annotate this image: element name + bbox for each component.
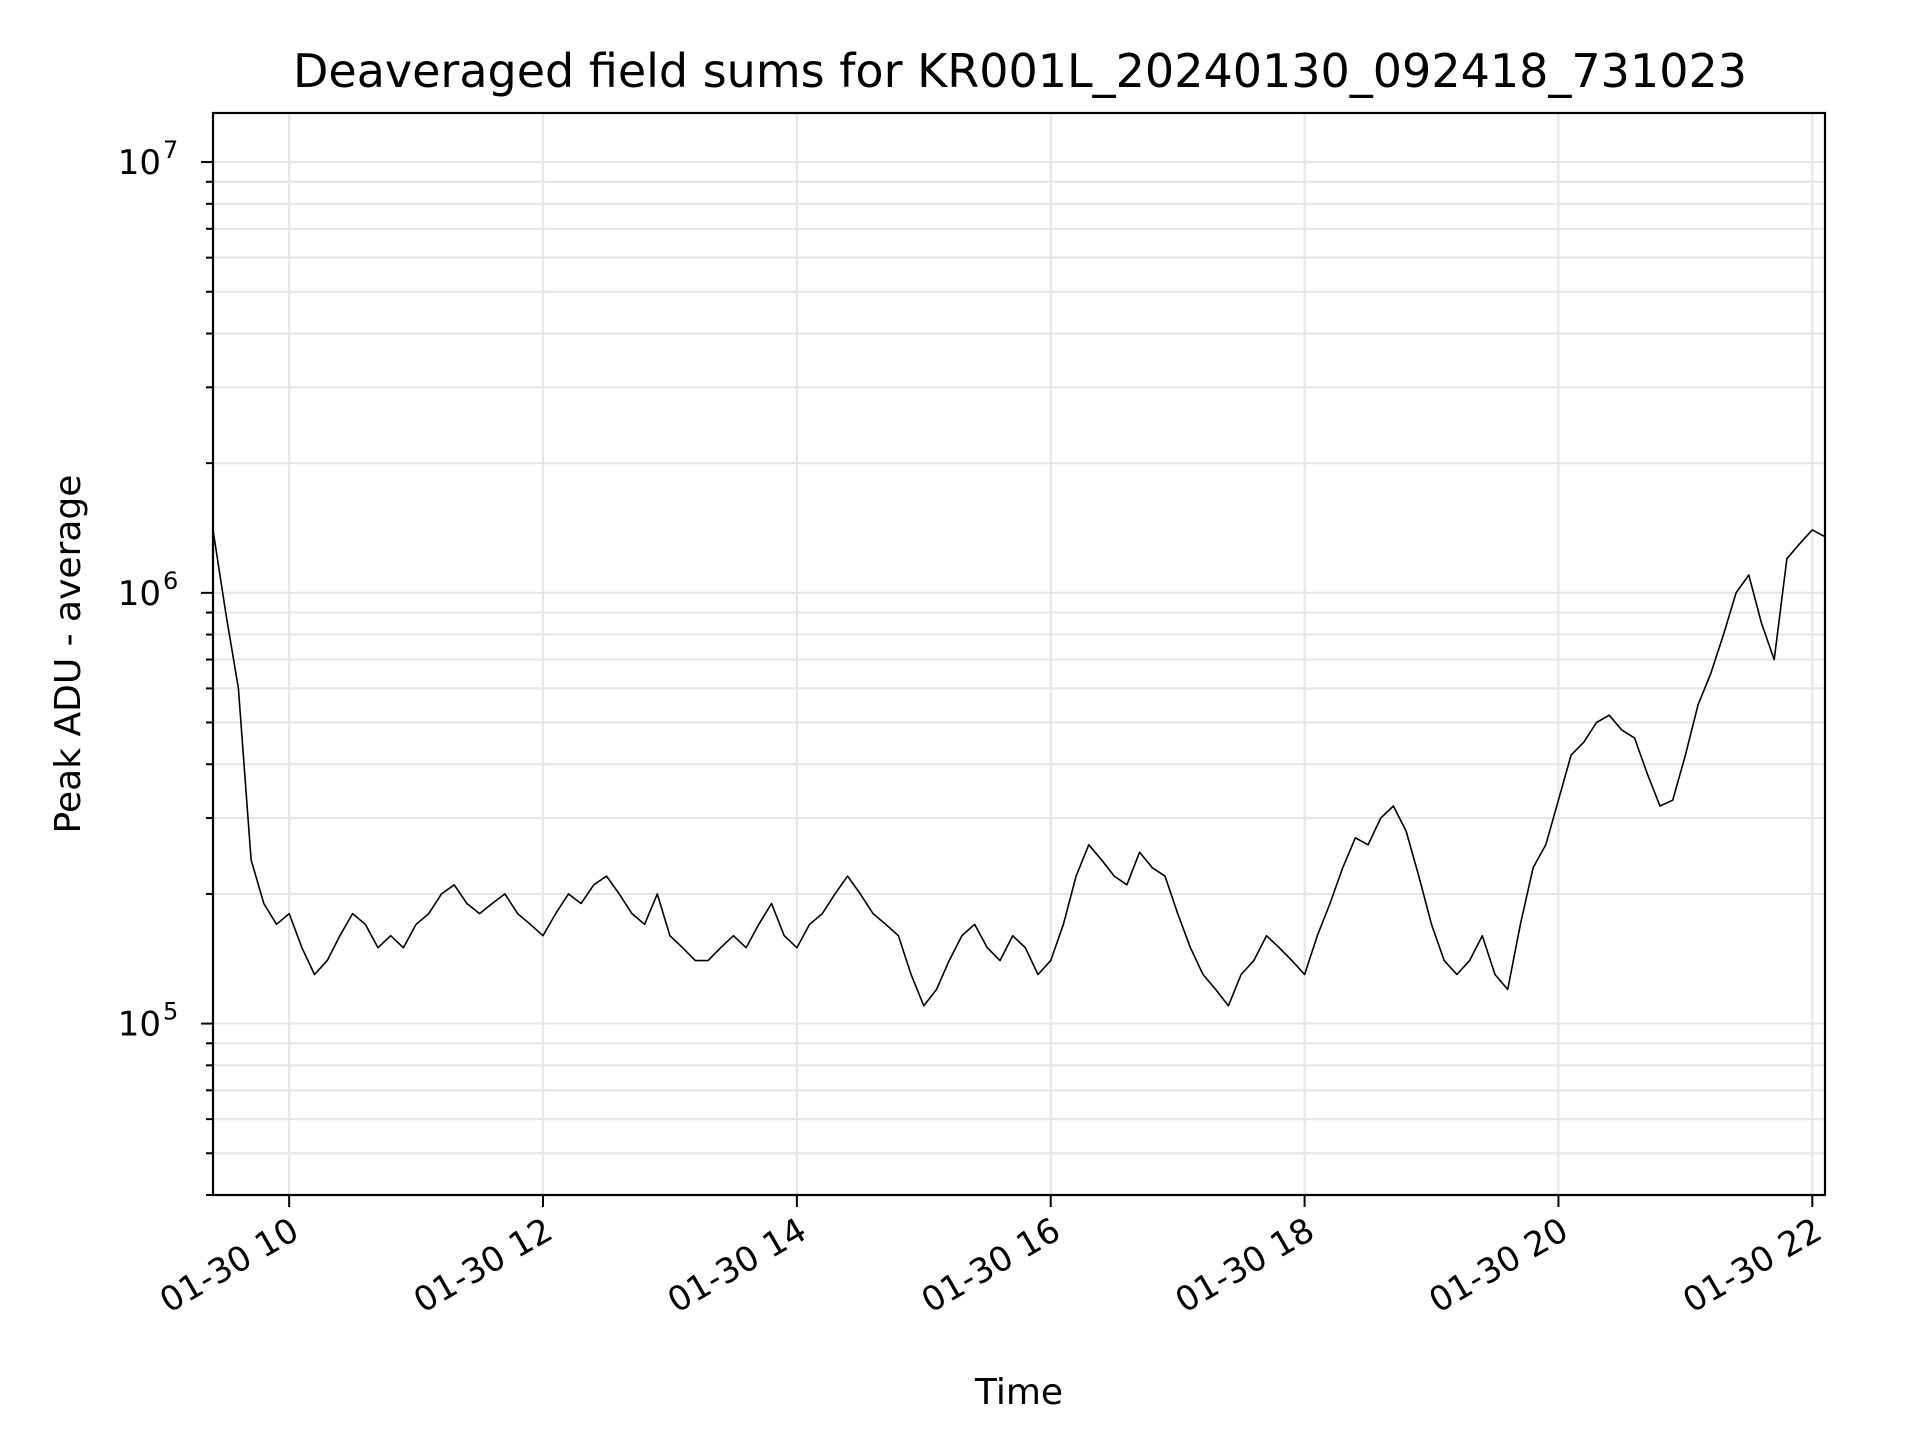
y-tick-exponent: 6 xyxy=(163,567,178,595)
y-tick-exponent: 7 xyxy=(163,136,178,164)
y-tick-label: 10 xyxy=(118,1005,161,1045)
y-tick-label: 10 xyxy=(118,143,161,183)
x-axis-label: Time xyxy=(974,1372,1063,1413)
grid-layer xyxy=(213,113,1825,1197)
chart-title: Deaveraged field sums for KR001L_2024013… xyxy=(293,44,1747,98)
y-tick-exponent: 5 xyxy=(163,998,178,1026)
data-series-layer xyxy=(212,529,1826,1007)
y-axis-label: Peak ADU - average xyxy=(48,475,89,834)
series-line xyxy=(212,529,1826,1007)
plot-frame xyxy=(211,111,1827,1197)
y-tick-label: 10 xyxy=(118,574,161,614)
